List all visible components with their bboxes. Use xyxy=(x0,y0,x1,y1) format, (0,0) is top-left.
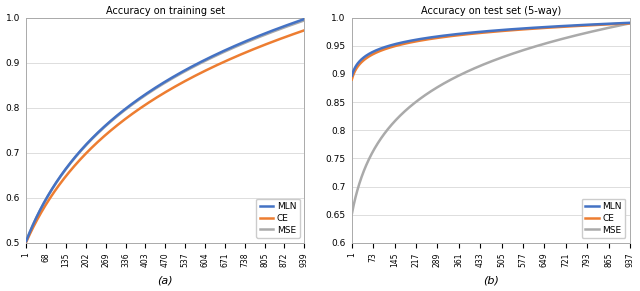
Title: Accuracy on test set (5-way): Accuracy on test set (5-way) xyxy=(420,6,561,15)
Legend: MLN, CE, MSE: MLN, CE, MSE xyxy=(256,199,300,238)
Legend: MLN, CE, MSE: MLN, CE, MSE xyxy=(582,199,625,238)
X-axis label: (b): (b) xyxy=(483,276,499,285)
X-axis label: (a): (a) xyxy=(157,276,173,285)
Title: Accuracy on training set: Accuracy on training set xyxy=(106,6,225,15)
